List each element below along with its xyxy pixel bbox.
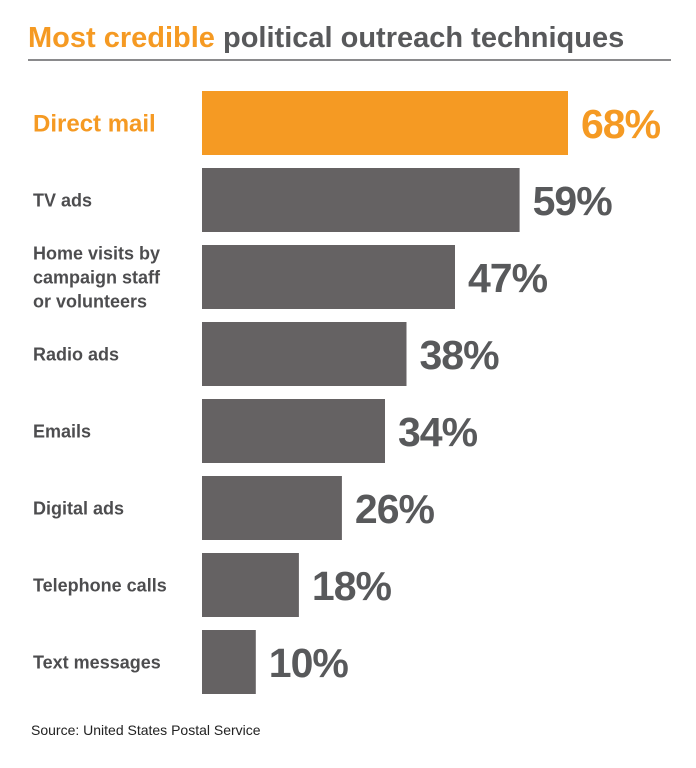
value-label: 34% [398, 409, 478, 455]
value-label: 68% [581, 101, 661, 147]
category-label: Home visits by campaign staff or volunteer… [33, 244, 161, 312]
category-label: Text messages [33, 653, 161, 673]
value-label: 47% [468, 255, 548, 301]
title-divider [28, 59, 671, 61]
title-rest: political outreach techniques [223, 22, 625, 54]
category-label: Emails [33, 422, 91, 442]
title-highlight: Most credible [28, 22, 215, 54]
bar-8 [202, 630, 256, 694]
value-label: 38% [420, 332, 500, 378]
value-label: 26% [355, 486, 435, 532]
source-note: Source: United States Postal Service [31, 722, 261, 738]
value-label: 59% [533, 178, 613, 224]
bar-chart: Direct mail 68% TV ads 59% Home visits by cam… [33, 91, 662, 694]
category-label: Telephone calls [33, 576, 167, 596]
value-label: 18% [312, 563, 392, 609]
bar-7 [202, 553, 299, 617]
category-label: Digital ads [33, 499, 124, 519]
bar-3 [202, 245, 455, 309]
category-label: TV ads [33, 191, 92, 211]
bar-5 [202, 399, 385, 463]
bar-1 [202, 91, 568, 155]
bar-6 [202, 476, 342, 540]
category-label: Direct mail [33, 111, 156, 138]
bar-2 [202, 168, 520, 232]
chart-title: Most credible political outreach techniq… [28, 18, 624, 58]
category-label: Radio ads [33, 345, 119, 365]
value-label: 10% [269, 640, 349, 686]
bar-4 [202, 322, 407, 386]
